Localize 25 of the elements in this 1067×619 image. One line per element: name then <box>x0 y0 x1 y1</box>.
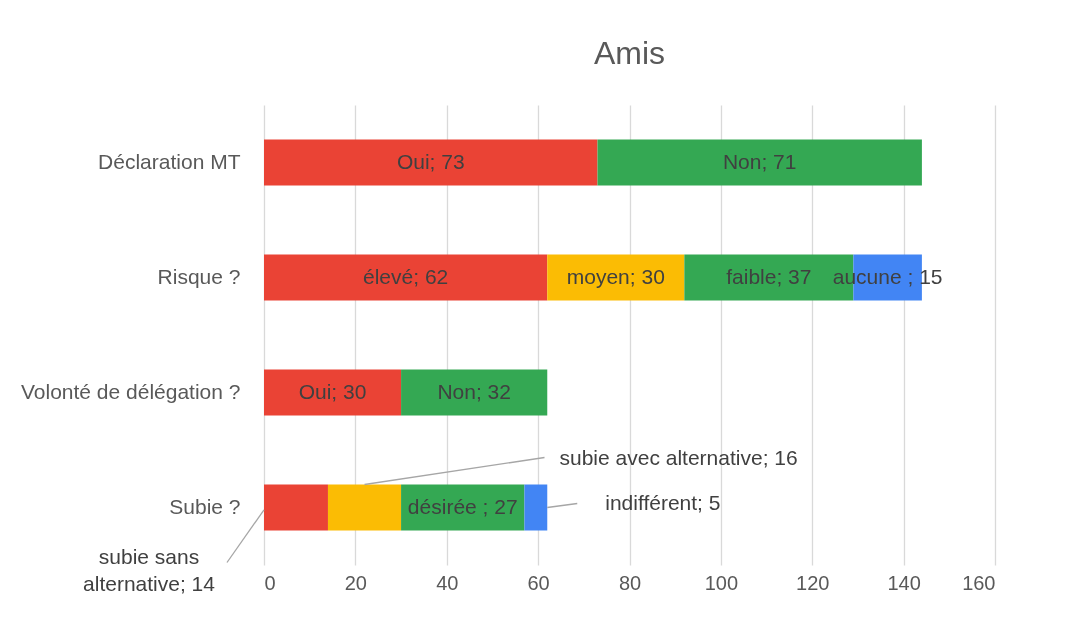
y-tick-label: Volonté de délégation ? <box>20 380 241 403</box>
chart-title: Amis <box>593 35 666 71</box>
x-tick-label: 60 <box>527 571 550 594</box>
data-label: indifférent; 5 <box>605 490 721 514</box>
data-label: subie avec alternative; 16 <box>559 445 798 469</box>
y-tick-label: Subie ? <box>169 495 241 518</box>
x-tick-label: 160 <box>962 571 996 594</box>
x-tick-label: 100 <box>704 571 739 594</box>
data-label: Oui; 30 <box>298 379 367 403</box>
y-tick-label: Risque ? <box>157 265 241 288</box>
x-tick-label: 40 <box>436 571 459 594</box>
data-label: élevé; 62 <box>363 264 449 288</box>
x-tick-label: 120 <box>796 571 830 594</box>
data-label: Non; 32 <box>437 379 511 403</box>
y-tick-label: Déclaration MT <box>98 150 241 173</box>
data-label: moyen; 30 <box>566 264 665 288</box>
x-tick-label: 20 <box>344 571 367 594</box>
data-label: faible; 37 <box>726 264 812 288</box>
data-label: subie sans alternative; 14 <box>83 544 216 595</box>
x-tick-label: 0 <box>264 571 276 594</box>
x-tick-label: 80 <box>618 571 642 594</box>
data-label: Non; 71 <box>722 149 797 173</box>
data-label: désirée ; 27 <box>407 494 518 518</box>
data-label: Oui; 73 <box>396 149 465 173</box>
x-tick-label: 140 <box>887 571 921 594</box>
